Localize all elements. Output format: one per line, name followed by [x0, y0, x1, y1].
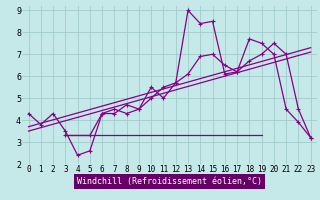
X-axis label: Windchill (Refroidissement éolien,°C): Windchill (Refroidissement éolien,°C)	[77, 177, 262, 186]
